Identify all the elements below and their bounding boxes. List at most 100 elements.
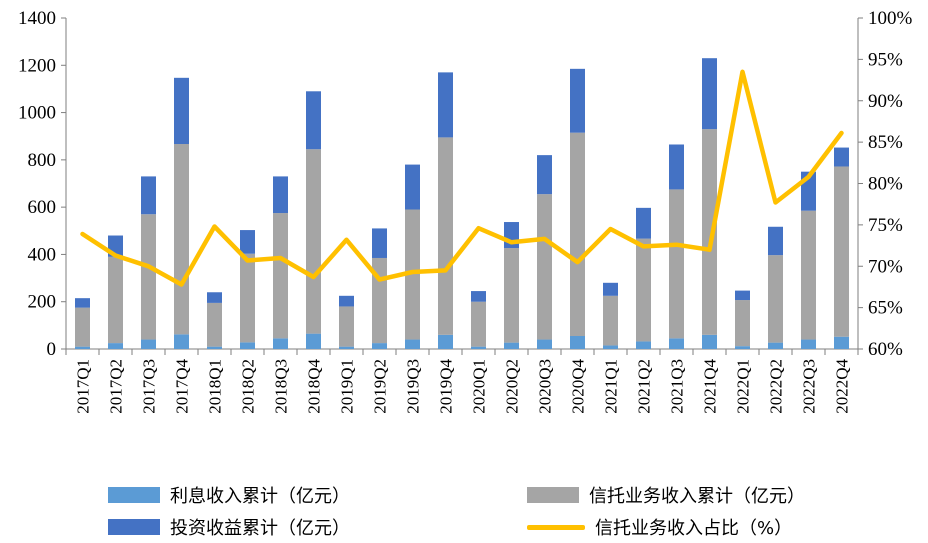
bar-trust-income-2017Q1	[75, 307, 90, 347]
bar-investment-2019Q4	[438, 72, 453, 138]
bar-interest-2021Q4	[702, 334, 717, 349]
category-label-2019Q3: 2019Q3	[404, 359, 423, 414]
left-tick-label: 800	[28, 150, 57, 171]
category-label-2017Q2: 2017Q2	[107, 359, 126, 414]
ratio-line-path	[80, 69, 844, 287]
category-label-2020Q3: 2020Q3	[536, 359, 555, 414]
bar-interest-2017Q2	[108, 343, 123, 349]
right-tick-label: 80%	[868, 174, 903, 195]
bar-trust-income-2018Q2	[240, 253, 255, 343]
left-tick-label: 400	[28, 244, 57, 265]
left-tick-label: 200	[28, 292, 57, 313]
category-label-2018Q1: 2018Q1	[206, 359, 225, 414]
bar-interest-2020Q2	[504, 342, 519, 349]
bar-interest-2018Q1	[207, 346, 222, 349]
category-label-2019Q1: 2019Q1	[338, 359, 357, 414]
bar-trust-income-2018Q3	[273, 213, 288, 339]
bar-investment-2019Q1	[339, 295, 354, 307]
bar-trust-income-2021Q3	[669, 189, 684, 339]
category-label-2018Q2: 2018Q2	[239, 359, 258, 414]
bar-trust-income-2020Q4	[570, 132, 585, 336]
category-label-2020Q4: 2020Q4	[569, 359, 588, 414]
bar-investment-2018Q3	[273, 176, 288, 214]
bar-trust-income-2019Q3	[405, 209, 420, 340]
bar-trust-income-2022Q1	[735, 300, 750, 347]
right-tick-label: 70%	[868, 256, 903, 277]
bar-trust-income-2021Q2	[636, 238, 651, 342]
bars	[75, 58, 849, 349]
left-tick-label: 1200	[18, 55, 56, 76]
bar-trust-income-2018Q4	[306, 149, 321, 334]
bar-interest-2022Q3	[801, 339, 816, 349]
category-label-2022Q3: 2022Q3	[800, 359, 819, 414]
bar-investment-2021Q3	[669, 144, 684, 190]
bar-trust-income-2018Q1	[207, 302, 222, 347]
bar-interest-2022Q1	[735, 346, 750, 349]
right-tick-label: 100%	[868, 8, 913, 29]
bar-investment-2018Q2	[240, 230, 255, 254]
bar-investment-2019Q2	[372, 228, 387, 258]
bar-interest-2020Q1	[471, 346, 486, 349]
bar-trust-income-2020Q1	[471, 301, 486, 347]
ratio-line	[80, 69, 844, 287]
bar-interest-2019Q1	[339, 346, 354, 349]
right-tick-label: 95%	[868, 49, 903, 70]
category-label-2018Q3: 2018Q3	[272, 359, 291, 414]
category-label-2019Q2: 2019Q2	[371, 359, 390, 414]
bar-interest-2017Q4	[174, 334, 189, 349]
bar-trust-income-2019Q4	[438, 137, 453, 335]
bar-trust-income-2021Q1	[603, 295, 618, 346]
category-label-2017Q3: 2017Q3	[140, 359, 159, 414]
category-label-2017Q4: 2017Q4	[173, 359, 192, 414]
bar-investment-2019Q3	[405, 164, 420, 210]
right-tick-label: 75%	[868, 215, 903, 236]
category-label-2017Q1: 2017Q1	[74, 359, 93, 414]
bar-interest-2019Q4	[438, 334, 453, 349]
bar-interest-2020Q3	[537, 339, 552, 349]
bar-interest-2017Q3	[141, 339, 156, 349]
category-label-2018Q4: 2018Q4	[305, 359, 324, 414]
bar-investment-2017Q4	[174, 77, 189, 145]
bar-interest-2018Q2	[240, 342, 255, 349]
bar-interest-2022Q4	[834, 336, 849, 349]
category-label-2021Q1: 2021Q1	[602, 359, 621, 414]
bar-interest-2019Q3	[405, 339, 420, 349]
bar-interest-2020Q4	[570, 335, 585, 349]
right-tick-label: 90%	[868, 91, 903, 112]
left-axis-ticks: 0 200 400 600 800 1000 1200 1400	[18, 8, 56, 360]
bar-trust-income-2020Q2	[504, 248, 519, 343]
bar-investment-2021Q2	[636, 207, 651, 239]
bar-investment-2020Q4	[570, 68, 585, 133]
bar-trust-income-2017Q4	[174, 144, 189, 335]
category-label-2022Q2: 2022Q2	[767, 359, 786, 414]
bar-interest-2017Q1	[75, 346, 90, 349]
left-tick-label: 0	[47, 339, 57, 360]
bar-interest-2021Q1	[603, 345, 618, 349]
category-label-2020Q2: 2020Q2	[503, 359, 522, 414]
category-label-2021Q4: 2021Q4	[701, 359, 720, 414]
bar-investment-2017Q3	[141, 176, 156, 215]
category-label-2021Q2: 2021Q2	[635, 359, 654, 414]
bar-interest-2019Q2	[372, 343, 387, 349]
category-label-2020Q1: 2020Q1	[470, 359, 489, 414]
axes	[61, 17, 863, 355]
bar-investment-2022Q2	[768, 226, 783, 256]
bar-trust-income-2022Q3	[801, 210, 816, 340]
bar-trust-income-2020Q3	[537, 194, 552, 340]
bar-investment-2018Q1	[207, 292, 222, 303]
bar-interest-2021Q2	[636, 341, 651, 349]
bar-interest-2021Q3	[669, 338, 684, 349]
bar-investment-2018Q4	[306, 91, 321, 150]
category-label-2022Q4: 2022Q4	[833, 359, 852, 414]
bar-interest-2018Q4	[306, 333, 321, 349]
bar-trust-income-2022Q4	[834, 166, 849, 337]
bar-investment-2020Q1	[471, 291, 486, 302]
category-label-2021Q3: 2021Q3	[668, 359, 687, 414]
category-label-2022Q1: 2022Q1	[734, 359, 753, 414]
right-tick-label: 60%	[868, 339, 903, 360]
category-label-2019Q4: 2019Q4	[437, 359, 456, 414]
bar-trust-income-2017Q2	[108, 256, 123, 344]
bar-investment-2022Q1	[735, 290, 750, 301]
bar-trust-income-2019Q1	[339, 306, 354, 347]
bar-investment-2022Q4	[834, 147, 849, 167]
